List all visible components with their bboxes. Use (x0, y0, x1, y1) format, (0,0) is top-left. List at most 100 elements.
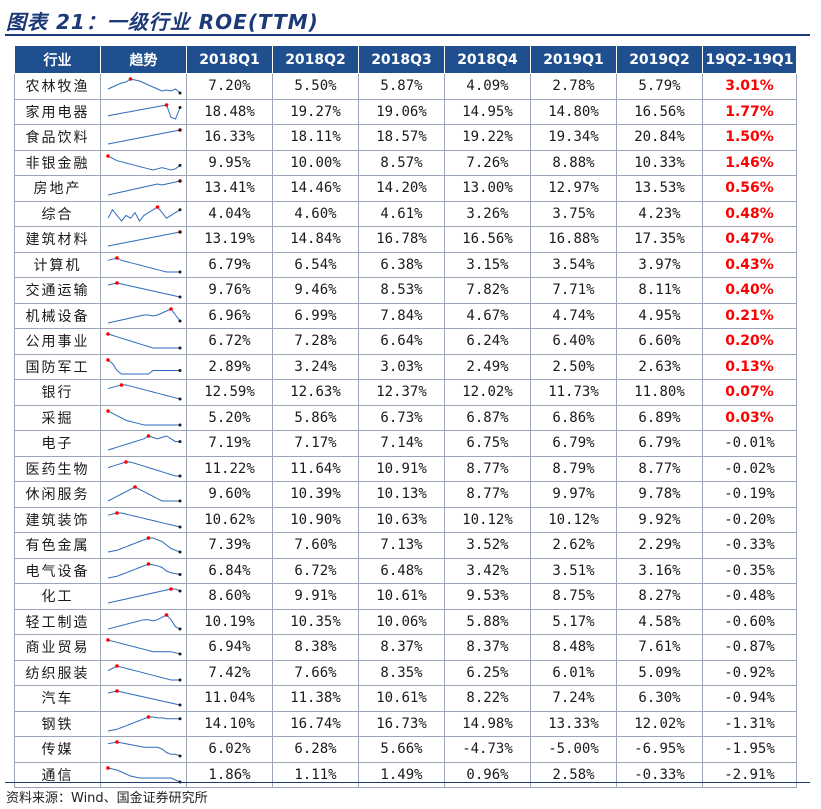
sparkline-high-marker (128, 77, 132, 82)
table-row: 休闲服务 9.60% 10.39% 10.13% 8.77% 9.97% 9.78% -0.1… (14, 481, 797, 508)
quarter-value: 10.12% (444, 506, 531, 533)
sparkline-end-marker (178, 270, 181, 274)
industry-name: 传媒 (14, 736, 101, 763)
industry-name: 食品饮料 (14, 124, 101, 151)
quarter-value: 14.80% (530, 98, 617, 125)
sparkline-high-marker (105, 765, 110, 770)
quarter-value: 12.37% (358, 379, 445, 406)
change-value: -0.19% (702, 481, 797, 508)
change-value: 3.01% (702, 73, 797, 100)
change-value: 0.40% (702, 277, 797, 304)
quarter-value: 3.03% (358, 353, 445, 380)
quarter-value: 6.64% (358, 328, 445, 355)
header-2018q2: 2018Q2 (272, 45, 359, 74)
quarter-value: 0.96% (444, 761, 531, 788)
quarter-value: 1.49% (358, 761, 445, 788)
industry-name: 电子 (14, 430, 101, 457)
quarter-value: 19.27% (272, 98, 359, 125)
quarter-value: 7.26% (444, 149, 531, 176)
quarter-value: 8.37% (444, 634, 531, 661)
change-value: -0.01% (702, 430, 797, 457)
change-value: -0.60% (702, 608, 797, 635)
change-value: 0.47% (702, 226, 797, 253)
trend-sparkline (107, 587, 181, 604)
sparkline-high-marker (114, 281, 119, 286)
sparkline-end-marker (178, 525, 181, 529)
quarter-value: 9.92% (616, 506, 703, 533)
quarter-value: 6.24% (444, 328, 531, 355)
quarter-value: -4.73% (444, 736, 531, 763)
industry-name: 国防军工 (14, 353, 101, 380)
industry-name: 农林牧渔 (14, 73, 101, 100)
quarter-value: 10.39% (272, 481, 359, 508)
table-row: 机械设备 6.96% 6.99% 7.84% 4.67% 4.74% 4.95% 0.21% (14, 302, 797, 329)
sparkline-end-marker (178, 754, 181, 758)
sparkline-line (107, 359, 180, 375)
sparkline-line (107, 716, 180, 732)
quarter-value: 6.01% (530, 659, 617, 686)
industry-name: 房地产 (14, 175, 101, 202)
quarter-value: 6.54% (272, 251, 359, 278)
quarter-value: 10.06% (358, 608, 445, 635)
industry-name: 机械设备 (14, 302, 101, 329)
table-row: 建筑装饰 10.62% 10.90% 10.63% 10.12% 10.12% 9.92% -… (14, 506, 797, 533)
sparkline-high-marker (123, 459, 128, 464)
industry-name: 有色金属 (14, 532, 101, 559)
quarter-value: 10.12% (530, 506, 617, 533)
quarter-value: 8.88% (530, 149, 617, 176)
trend-sparkline-cell (100, 302, 187, 329)
quarter-value: 9.76% (186, 277, 273, 304)
quarter-value: 3.16% (616, 557, 703, 584)
quarter-value: 2.62% (530, 532, 617, 559)
footer-divider (5, 782, 810, 783)
trend-sparkline-cell (100, 685, 187, 712)
quarter-value: 2.78% (530, 73, 617, 100)
industry-name: 交通运输 (14, 277, 101, 304)
quarter-value: -6.95% (616, 736, 703, 763)
header-trend: 趋势 (100, 45, 187, 74)
trend-sparkline (107, 485, 181, 503)
trend-sparkline (107, 102, 181, 120)
sparkline-line (107, 512, 180, 528)
sparkline-end-marker (178, 319, 181, 323)
trend-sparkline-cell (100, 379, 187, 406)
quarter-value: 8.77% (616, 455, 703, 482)
sparkline-end-marker (178, 550, 181, 554)
header-row: 行业 趋势 2018Q1 2018Q2 2018Q3 2018Q4 2019Q1… (14, 45, 797, 74)
quarter-value: 7.14% (358, 430, 445, 457)
quarter-value: 4.67% (444, 302, 531, 329)
change-value: 0.56% (702, 175, 797, 202)
quarter-value: 4.95% (616, 302, 703, 329)
quarter-value: 10.62% (186, 506, 273, 533)
change-value: -0.33% (702, 532, 797, 559)
sparkline-end-marker (178, 703, 181, 707)
sparkline-end-marker (178, 295, 181, 299)
quarter-value: 9.53% (444, 583, 531, 610)
change-value: -0.92% (702, 659, 797, 686)
quarter-value: 2.63% (616, 353, 703, 380)
quarter-value: 10.90% (272, 506, 359, 533)
trend-sparkline (107, 740, 181, 758)
sparkline-end-marker (178, 105, 181, 109)
sparkline-end-marker (178, 128, 181, 132)
quarter-value: 6.79% (186, 251, 273, 278)
header-industry: 行业 (14, 45, 101, 74)
sparkline-end-marker (178, 423, 181, 427)
quarter-value: 3.24% (272, 353, 359, 380)
title-divider (5, 34, 810, 36)
sparkline-end-marker (178, 179, 181, 183)
trend-sparkline-cell (100, 710, 187, 737)
quarter-value: 7.82% (444, 277, 531, 304)
trend-sparkline-cell (100, 200, 187, 227)
quarter-value: 5.09% (616, 659, 703, 686)
quarter-value: 11.64% (272, 455, 359, 482)
quarter-value: 7.24% (530, 685, 617, 712)
quarter-value: 14.20% (358, 175, 445, 202)
quarter-value: 10.00% (272, 149, 359, 176)
figure-title: 图表 21：一级行业 ROE(TTM) (6, 10, 319, 34)
table-row: 传媒 6.02% 6.28% 5.66% -4.73% -5.00% -6.95% -1.95… (14, 736, 797, 763)
quarter-value: 5.88% (444, 608, 531, 635)
quarter-value: 20.84% (616, 124, 703, 151)
industry-name: 钢铁 (14, 710, 101, 737)
quarter-value: 7.19% (186, 430, 273, 457)
